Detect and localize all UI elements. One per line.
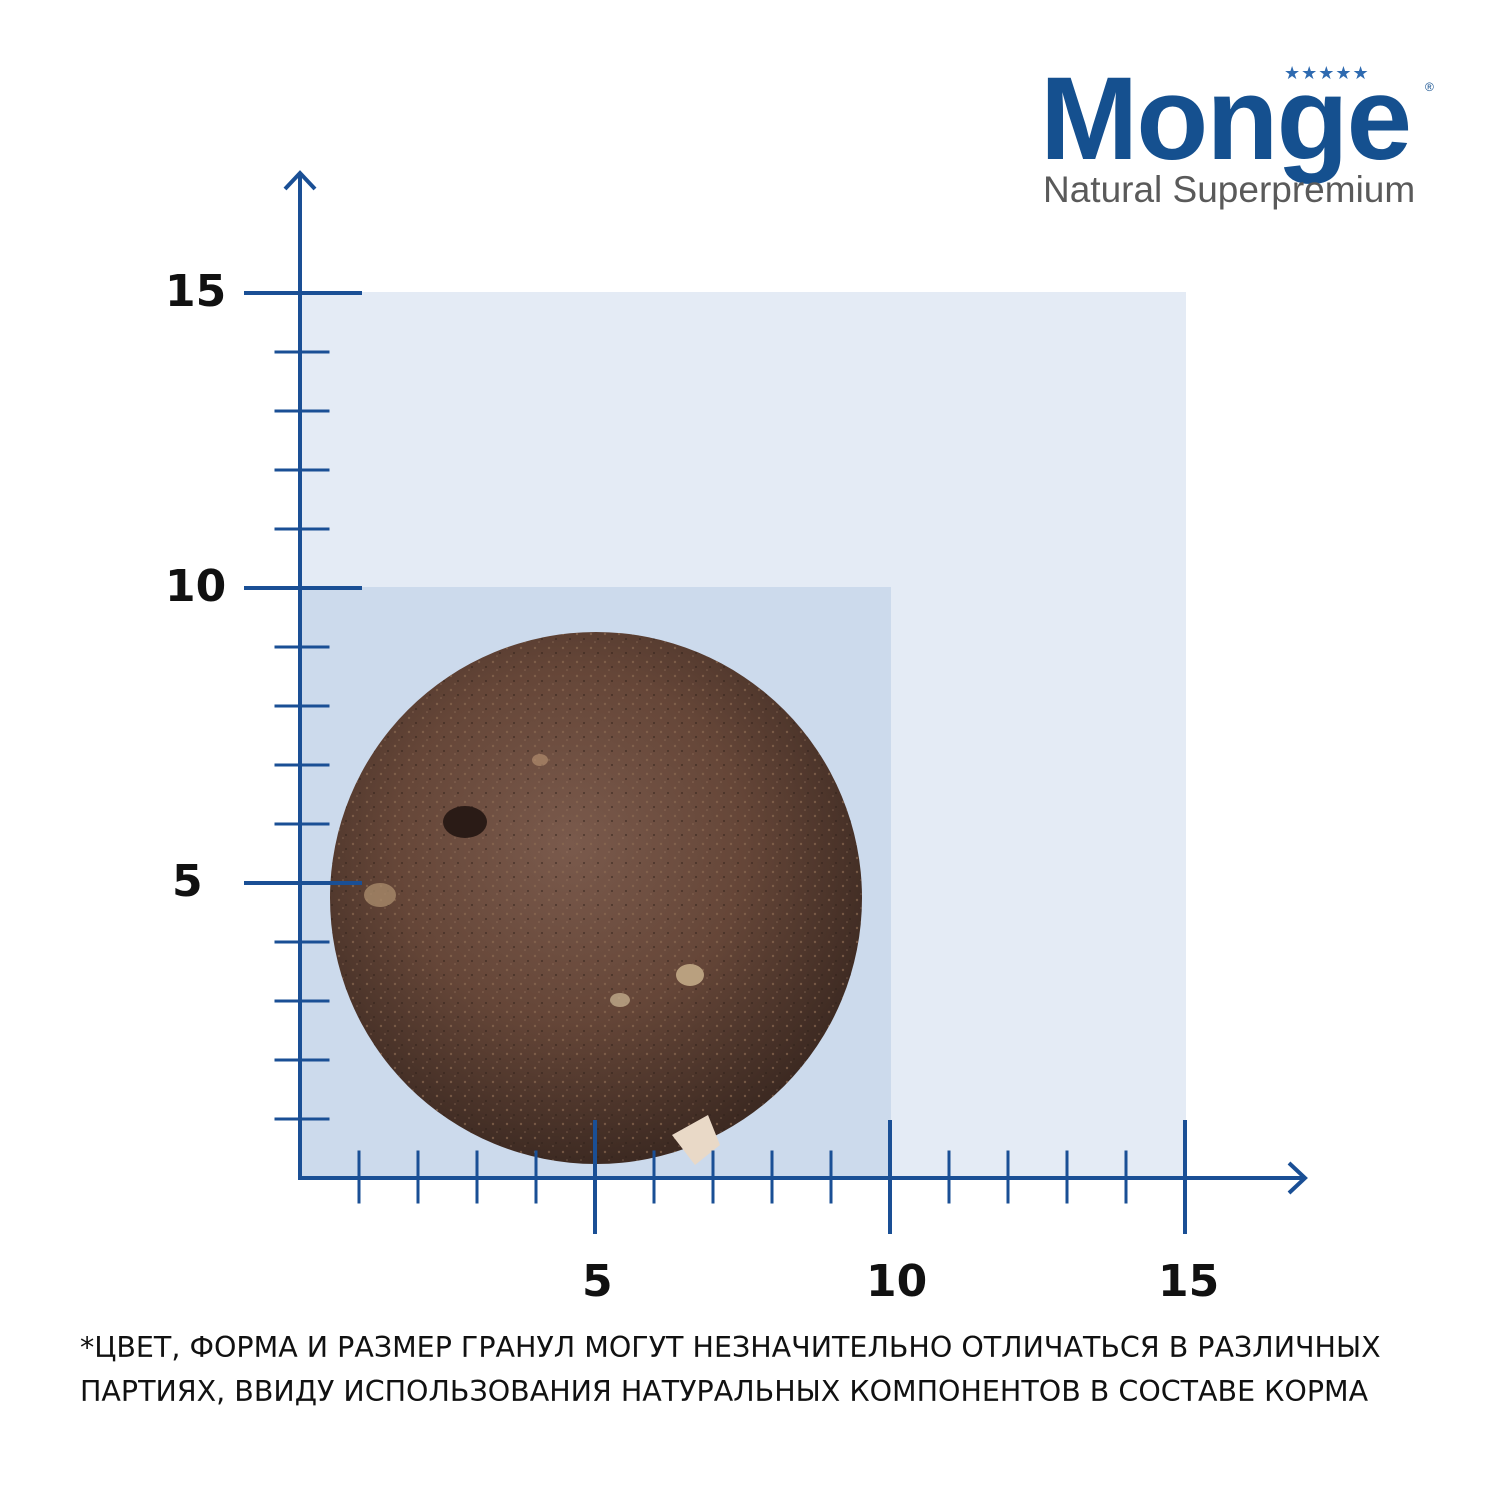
x-axis-arrow-icon — [1287, 1161, 1308, 1195]
y-axis-arrow-icon — [283, 170, 317, 191]
kibble-image — [330, 632, 862, 1165]
disclaimer: *ЦВЕТ, ФОРМА И РАЗМЕР ГРАНУЛ МОГУТ НЕЗНА… — [80, 1326, 1460, 1414]
x-tick-label-10: 10 — [866, 1256, 928, 1307]
disclaimer-line-2: ПАРТИЯХ, ВВИДУ ИСПОЛЬЗОВАНИЯ НАТУРАЛЬНЫХ… — [80, 1375, 1369, 1408]
x-tick-label-15: 15 — [1158, 1256, 1220, 1307]
disclaimer-line-1: *ЦВЕТ, ФОРМА И РАЗМЕР ГРАНУЛ МОГУТ НЕЗНА… — [80, 1331, 1381, 1364]
y-tick-label-5: 5 — [172, 856, 203, 907]
axes — [244, 170, 1308, 1234]
y-tick-label-10: 10 — [165, 561, 227, 612]
x-tick-label-5: 5 — [582, 1256, 613, 1307]
brand-tagline: Natural Superpremium — [1043, 169, 1416, 210]
y-tick-label-15: 15 — [165, 266, 227, 317]
brand-logo: Monge ★★★★★ ® Natural Superpremium — [1040, 60, 1440, 220]
registered-mark: ® — [1425, 80, 1434, 94]
brand-name: Monge — [1040, 53, 1412, 185]
brand-stars-icon: ★★★★★ — [1284, 63, 1370, 83]
